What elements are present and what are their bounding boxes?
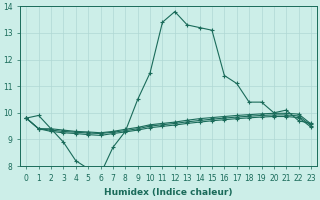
X-axis label: Humidex (Indice chaleur): Humidex (Indice chaleur) <box>104 188 233 197</box>
